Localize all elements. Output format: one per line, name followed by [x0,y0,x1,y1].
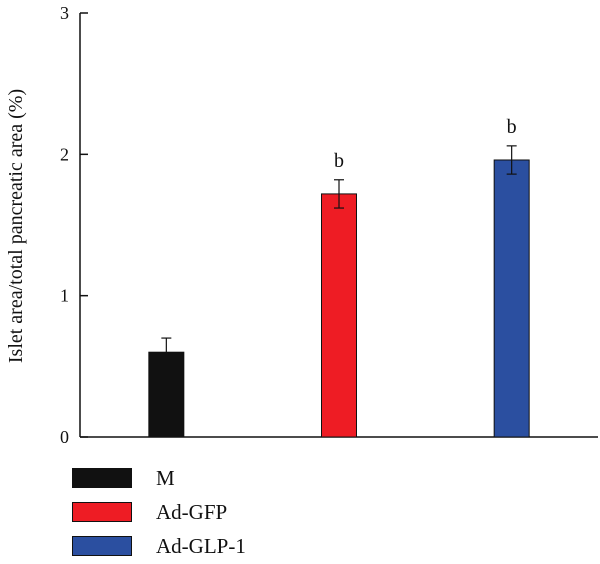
legend-label-m: M [156,465,175,490]
bar-ad-gfp [321,193,357,438]
legend-swatch-m [72,468,132,488]
legend-swatch-ad-glp-1 [72,536,132,556]
legend-item-m: M [72,462,246,494]
y-tick-label-1: 1 [60,286,69,306]
significance-label-ad-gfp: b [334,150,344,172]
bar-m [148,351,185,438]
legend-swatch-ad-gfp [72,502,132,522]
legend: M Ad-GFP Ad-GLP-1 [72,462,246,564]
bars-group: bb [148,116,530,438]
y-axis-label: Islet area/total pancreatic area (%) [5,89,27,363]
y-tick-label-2: 2 [60,144,69,164]
y-axis: 0 1 2 3 [60,3,88,447]
y-tick-label-0: 0 [60,427,69,447]
bar-ad-glp-1 [493,159,530,438]
legend-item-ad-gfp: Ad-GFP [72,496,246,528]
legend-item-ad-glp-1: Ad-GLP-1 [72,530,246,562]
y-tick-label-3: 3 [60,3,69,23]
legend-label-ad-gfp: Ad-GFP [156,499,228,524]
legend-label-ad-glp-1: Ad-GLP-1 [156,533,246,558]
significance-label-ad-glp-1: b [507,116,517,138]
